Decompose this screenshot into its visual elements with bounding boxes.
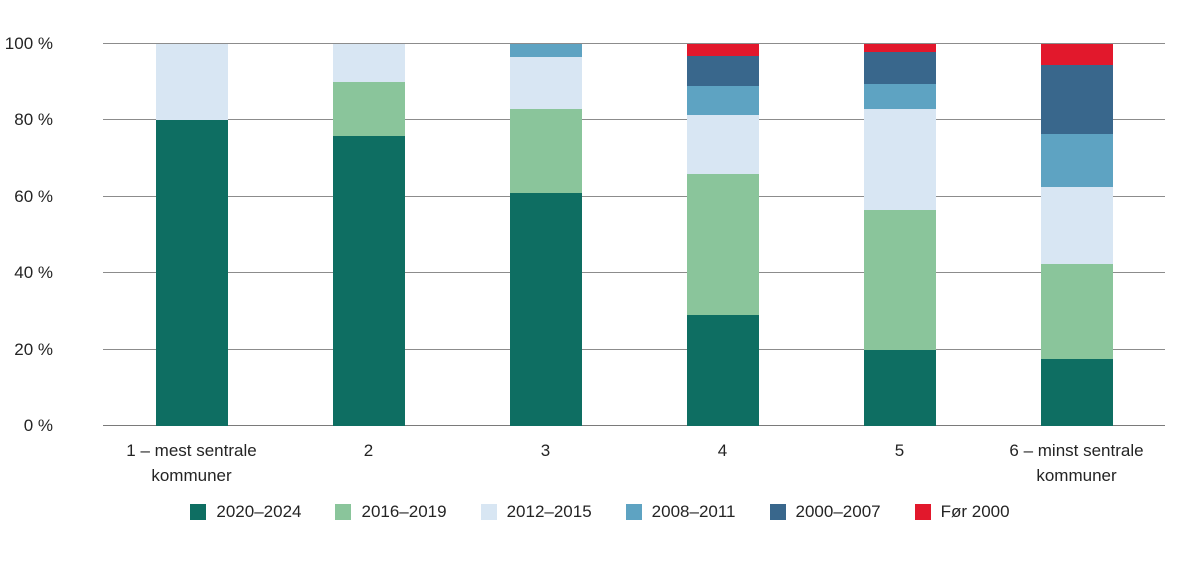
bar-segment-2020-2024 [863,349,936,426]
gridline [103,43,1165,44]
y-tick-label: 40 % [14,263,53,283]
bar-segment-f-r-2000 [686,44,759,56]
stacked-bar [332,44,405,426]
x-category-label: 1 – mest sentrale kommuner [126,441,257,485]
bar-segment-2016-2019 [1040,263,1113,360]
plot-area: 0 % 20 % 40 % 60 % 80 % 100 % [5,35,1165,434]
gridline [103,195,1165,197]
bar-segment-2008-2011 [863,84,936,109]
x-axis-labels: 1 – mest sentrale kommuner 2 3 4 5 6 – minst … [103,438,1165,488]
bar-segment-2020-2024 [332,135,405,426]
bar-segment-2020-2024 [686,315,759,426]
legend-item: 2016–2019 [335,502,447,521]
legend-swatch-icon [914,503,931,520]
bar-slot [103,44,280,426]
bar-segment-2020-2024 [1040,359,1113,426]
legend-swatch-icon [480,503,497,520]
bar-segment-2000-2007 [1040,65,1113,134]
stacked-bar [155,44,228,426]
legend-swatch-icon [335,503,352,520]
x-category-label: 4 [717,441,728,460]
bar-segment-2012-2015 [863,108,936,211]
bar-segment-2008-2011 [509,44,582,58]
bar-segment-2012-2015 [509,57,582,109]
gridline [103,272,1165,274]
bar-slot [988,44,1165,426]
legend-swatch-icon [190,503,207,520]
x-category-label: 6 – minst sentrale kommuner [1009,441,1144,485]
chart-legend: 2020–2024 2016–2019 2012–2015 2008–2011 2000… [0,503,1200,520]
gridline [103,119,1165,121]
bar-segment-2020-2024 [509,192,582,426]
y-tick-label: 60 % [14,186,53,206]
bar-segment-2020-2024 [155,120,228,426]
x-category-label: 3 [540,441,551,460]
bar-segment-2012-2015 [686,114,759,174]
legend-item: 2012–2015 [480,502,592,521]
legend-item: Før 2000 [914,502,1010,521]
bar-slot [634,44,811,426]
legend-swatch-icon [769,503,786,520]
bar-segment-2016-2019 [686,173,759,316]
bar-segment-f-r-2000 [1040,44,1113,66]
legend-label: 2016–2019 [361,502,447,521]
legend-item: 2020–2024 [190,503,301,520]
legend-swatch-icon [625,503,642,520]
x-category-label: 2 [363,441,374,460]
y-tick-label: 0 % [23,416,53,435]
bar-segment-2000-2007 [686,55,759,87]
bar-segment-2012-2015 [155,44,228,121]
bars-container [103,44,1165,426]
bar-segment-2016-2019 [863,210,936,350]
legend-label: Før 2000 [940,502,1010,521]
stacked-bar [509,44,582,426]
bar-segment-2000-2007 [863,51,936,85]
stacked-bar [1040,44,1113,426]
bar-segment-f-r-2000 [863,44,936,52]
bar-slot [280,44,457,426]
bar-slot [811,44,988,426]
bar-segment-2012-2015 [332,44,405,83]
legend-label: 2008–2011 [651,502,736,521]
bar-segment-2016-2019 [332,82,405,136]
stacked-bar [686,44,759,426]
legend-label: 2012–2015 [506,502,592,521]
y-tick-label: 100 % [4,34,53,53]
legend-label: 2000–2007 [795,502,881,521]
x-axis-line [103,425,1165,426]
legend-label: 2020–2024 [216,502,302,521]
gridline [103,348,1165,350]
bar-segment-2008-2011 [686,86,759,115]
bar-slot [457,44,634,426]
y-tick-label: 80 % [14,110,53,130]
legend-item: 2008–2011 [625,502,736,521]
legend-item: 2000–2007 [769,502,881,521]
bar-segment-2016-2019 [509,108,582,193]
bar-segment-2008-2011 [1040,133,1113,188]
bar-segment-2012-2015 [1040,187,1113,264]
stacked-bar [863,44,936,426]
y-tick-label: 20 % [14,339,53,359]
x-category-label: 5 [894,441,905,460]
